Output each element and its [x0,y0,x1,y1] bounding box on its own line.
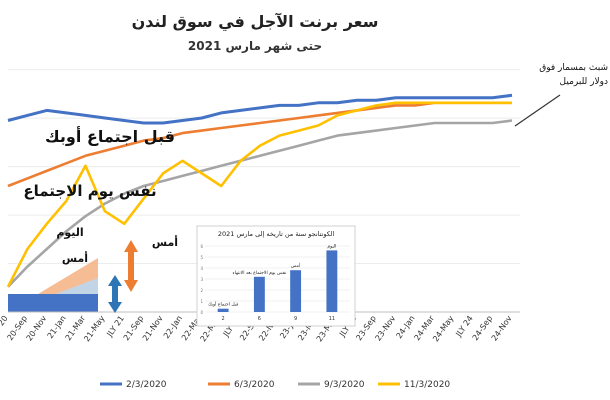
x-tick-label: 23-Nov [374,314,398,343]
chart-title: سعر برنت الآجل في سوق لندن [132,12,379,32]
inset-y-tick: 4 [200,266,203,271]
inset-bar [217,308,229,312]
callout-pointer [514,94,561,127]
series-line-3 [7,119,513,288]
left-spread-wedges [8,258,98,312]
inset-category: 9 [294,316,297,322]
inset-bar-label: اليوم [327,244,336,249]
chart-subtitle: حتى شهر مارس 2021 [188,39,322,53]
callout-line2: دولار للبرميل [560,77,608,87]
inset-y-tick: 1 [200,299,203,304]
x-tick-label: 21-Nov [141,314,165,343]
orange-double-arrow [124,240,138,292]
inset-gridlines: 0 1 2 3 4 5 6 [200,244,350,315]
inset-bars: قبل اجتماع أوبك 2 نفس يوم الاجتماع بعد الا… [208,244,338,322]
annotation-yesterday-left: أمس [62,251,88,265]
annotation-today: اليوم [56,226,83,239]
x-tick-label: 21-May [82,314,107,344]
inset-y-tick: 3 [200,277,203,282]
inset-bar [326,250,338,312]
inset-bar-label: نفس يوم الاجتماع بعد الانتهاء [233,271,287,276]
inset-y-tick: 0 [200,310,203,315]
callout-line1: شبث بمسمار فوق [539,63,608,73]
inset-category: 2 [222,316,225,322]
annotation-same-day: نفس يوم الاجتماع [23,182,156,200]
series-lines [6,93,513,288]
annotation-before-opec: قبل اجتماع أوبك [45,126,175,146]
inset-bar [290,270,302,312]
blue-double-arrow [108,275,122,313]
series-line-1 [7,93,513,125]
inset-y-tick: 6 [200,244,203,249]
chart-legend: 2/3/2020 6/3/2020 9/3/2020 11/3/2020 [100,380,450,390]
x-tick-label: 24-May [431,314,456,344]
inset-bar-label: قبل اجتماع أوبك [208,301,238,308]
inset-title: الكونتانجو سنة من تاريخه إلى مارس 2021 [218,230,334,238]
inset-y-tick: 2 [200,288,203,293]
legend-label: 9/3/2020 [324,380,365,390]
inset-bar-label: أمس [291,262,300,269]
x-tick-label: 20-Nov [25,314,49,343]
inset-y-tick: 5 [200,255,203,260]
series-line-4 [6,101,512,288]
inset-category: 11 [329,316,335,322]
legend-label: 6/3/2020 [234,380,275,390]
inset-category: 6 [258,316,261,322]
legend-label: 2/3/2020 [126,380,167,390]
x-tick-label: 24-Nov [490,314,514,343]
chart-gridlines [8,69,520,265]
legend-label: 11/3/2020 [404,380,450,390]
inset-contango-chart: الكونتانجو سنة من تاريخه إلى مارس 2021 0… [196,225,356,327]
annotation-yesterday-right: أمس [152,235,178,249]
inset-bar [253,276,265,312]
